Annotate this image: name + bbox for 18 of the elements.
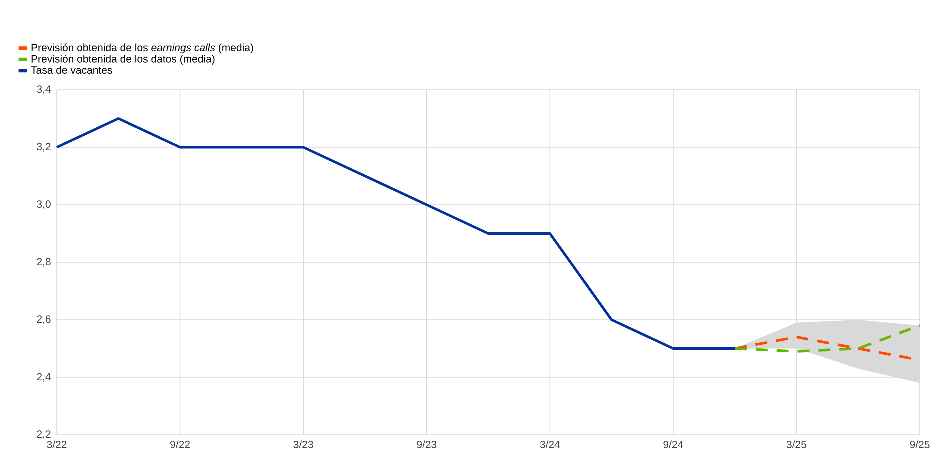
x-tick-label: 3/22 (47, 440, 67, 448)
legend-label: Previsión obtenida de los earnings calls (media) (32, 44, 254, 54)
x-tick-label: 9/23 (417, 440, 437, 448)
legend-label: Previsión obtenida de los datos (media) (32, 54, 215, 65)
y-tick-label: 2,8 (37, 258, 51, 267)
x-tick-label: 9/25 (910, 440, 930, 448)
x-tick-label: 3/25 (786, 440, 807, 448)
x-tick-label: 3/23 (294, 440, 314, 448)
x-tick-label: 9/22 (170, 440, 190, 448)
y-tick-label: 3,0 (37, 200, 51, 210)
y-tick-label: 2,4 (37, 373, 51, 382)
legend-label: Tasa de vacantes (31, 66, 112, 74)
y-tick-label: 2,2 (37, 430, 51, 440)
x-tick-label: 3/24 (540, 440, 560, 448)
y-tick-label: 3,2 (37, 143, 51, 152)
y-tick-label: 3,4 (37, 86, 51, 94)
y-tick-label: 2,6 (37, 316, 51, 324)
x-tick-label: 9/24 (664, 440, 684, 448)
